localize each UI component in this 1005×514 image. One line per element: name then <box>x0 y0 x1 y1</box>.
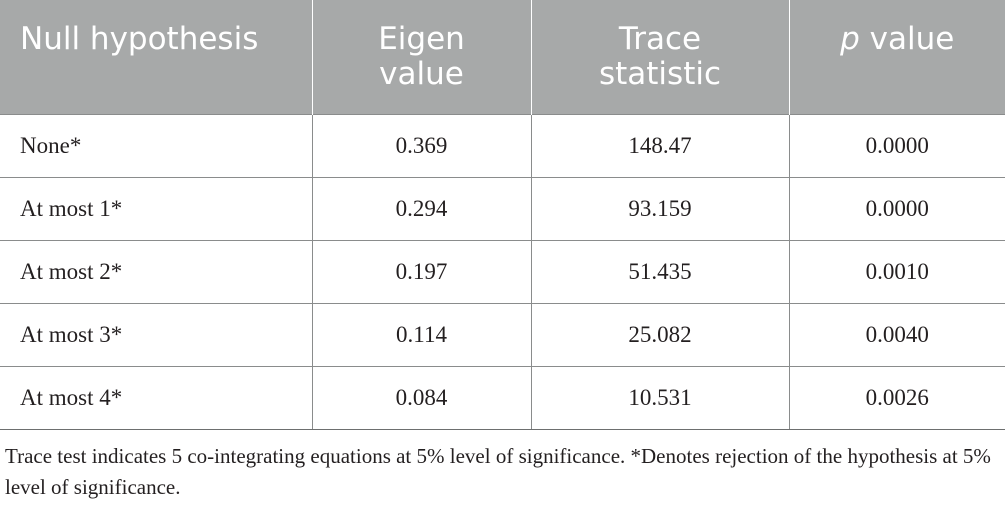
table-header: Null hypothesis Eigen value Trace statis… <box>0 0 1005 115</box>
header-eigen-value: Eigen value <box>311 0 531 115</box>
header-eigen-value-line2: value <box>379 56 464 92</box>
results-table-container: Null hypothesis Eigen value Trace statis… <box>0 0 1005 430</box>
cell-eigen-value: 0.294 <box>311 177 532 241</box>
table-row: At most 1* 0.294 93.159 0.0000 <box>0 177 1005 241</box>
header-p-italic: p <box>840 21 860 57</box>
table-row: At most 2* 0.197 51.435 0.0010 <box>0 240 1005 304</box>
table-footnote: Trace test indicates 5 co-integrating eq… <box>5 444 991 499</box>
cell-p-value: 0.0026 <box>788 366 1005 430</box>
table-row: None* 0.369 148.47 0.0000 <box>0 114 1005 178</box>
trace-test-table: Null hypothesis Eigen value Trace statis… <box>0 0 1005 430</box>
header-row: Null hypothesis Eigen value Trace statis… <box>0 0 1005 115</box>
cell-trace-statistic: 25.082 <box>530 303 790 367</box>
header-eigen-value-line1: Eigen <box>378 21 465 57</box>
header-trace-statistic-line2: statistic <box>598 56 722 92</box>
cell-null-hypothesis: At most 2* <box>0 240 313 304</box>
header-trace-statistic: Trace statistic <box>530 0 789 115</box>
cell-trace-statistic: 148.47 <box>530 114 790 178</box>
table-row: At most 4* 0.084 10.531 0.0026 <box>0 366 1005 430</box>
cell-eigen-value: 0.369 <box>311 114 532 178</box>
cell-null-hypothesis: At most 4* <box>0 366 313 430</box>
header-p-value-rest: value <box>859 21 955 57</box>
cell-eigen-value: 0.114 <box>311 303 532 367</box>
cell-trace-statistic: 10.531 <box>530 366 790 430</box>
cell-null-hypothesis: At most 3* <box>0 303 313 367</box>
cell-p-value: 0.0000 <box>788 114 1005 178</box>
cell-p-value: 0.0010 <box>788 240 1005 304</box>
header-null-hypothesis: Null hypothesis <box>0 0 312 115</box>
cell-p-value: 0.0040 <box>788 303 1005 367</box>
cell-eigen-value: 0.197 <box>311 240 532 304</box>
table-body: None* 0.369 148.47 0.0000 At most 1* 0.2… <box>0 114 1005 430</box>
table-row: At most 3* 0.114 25.082 0.0040 <box>0 303 1005 367</box>
header-trace-statistic-line1: Trace <box>618 21 702 57</box>
cell-eigen-value: 0.084 <box>311 366 532 430</box>
cell-null-hypothesis: At most 1* <box>0 177 313 241</box>
cell-p-value: 0.0000 <box>788 177 1005 241</box>
cell-null-hypothesis: None* <box>0 114 313 178</box>
cell-trace-statistic: 51.435 <box>530 240 790 304</box>
cell-trace-statistic: 93.159 <box>530 177 790 241</box>
header-p-value: p value <box>788 0 1005 115</box>
